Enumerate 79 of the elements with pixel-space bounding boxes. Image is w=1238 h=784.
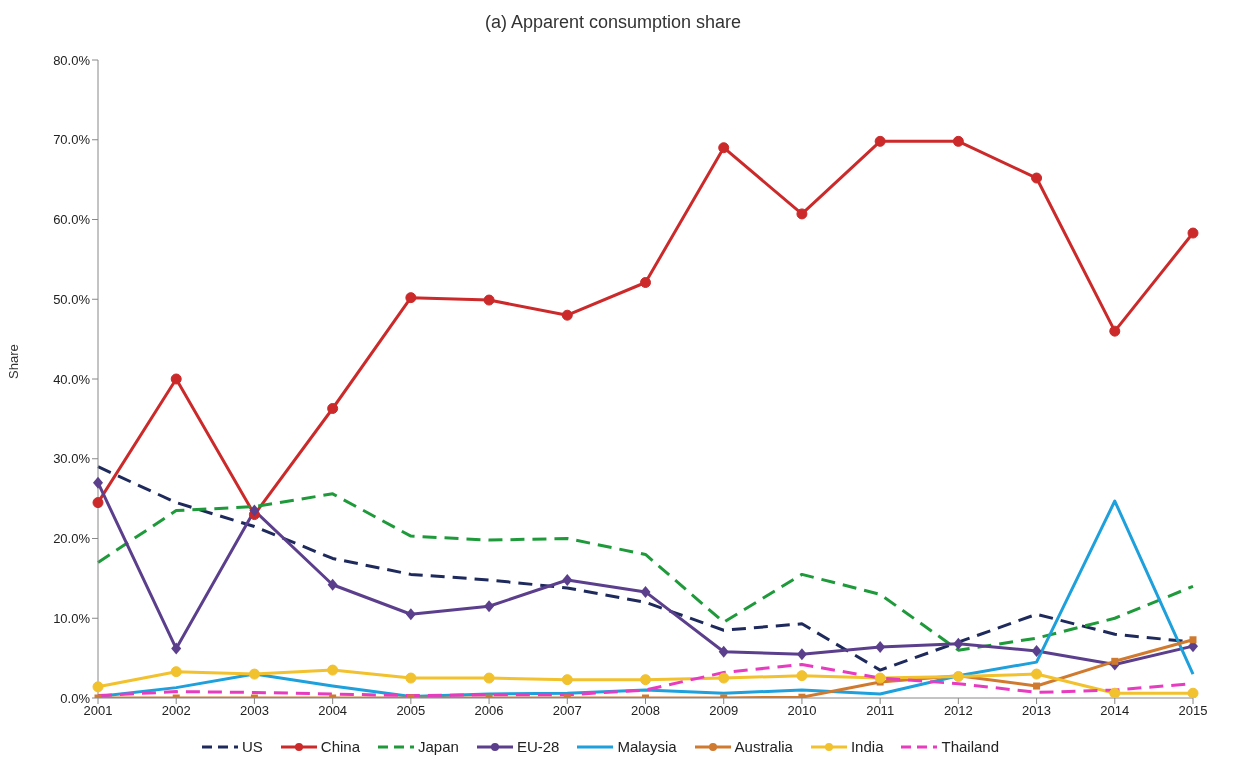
point — [718, 672, 730, 684]
legend-label: Australia — [734, 738, 793, 755]
legend-label: EU-28 — [516, 738, 560, 755]
y-tick-label: 50.0% — [53, 291, 91, 307]
chart-title: (a) Apparent consumption share — [483, 12, 743, 34]
x-tick-label: 2012 — [943, 703, 973, 719]
y-tick-label: 60.0% — [53, 212, 91, 228]
point — [327, 578, 338, 591]
legend-label: Thailand — [941, 738, 1000, 755]
point — [1187, 227, 1199, 239]
point — [170, 373, 182, 385]
point — [93, 476, 103, 489]
point — [718, 645, 729, 658]
y-tick-label: 30.0% — [53, 451, 91, 467]
x-tick-label: 2009 — [709, 703, 739, 719]
point — [718, 142, 730, 154]
x-tick-label: 2004 — [318, 703, 348, 719]
y-tick-label: 10.0% — [53, 610, 91, 626]
y-tick-label: 40.0% — [53, 371, 91, 387]
point — [1187, 687, 1199, 698]
x-tick-label: 2013 — [1022, 703, 1052, 719]
line-series — [96, 492, 1195, 652]
point — [952, 135, 964, 147]
point — [1031, 172, 1043, 184]
x-tick-label: 2010 — [787, 703, 817, 719]
point — [640, 674, 651, 686]
legend-label: India — [850, 738, 884, 755]
x-tick-label: 2008 — [631, 703, 660, 719]
legend-label: Japan — [418, 738, 459, 755]
point — [640, 585, 651, 598]
x-tick-label: 2006 — [474, 703, 504, 719]
point — [1109, 325, 1121, 337]
point — [796, 670, 808, 682]
y-tick-label: 20.0% — [53, 531, 91, 547]
point — [92, 681, 104, 693]
x-tick-label: 2002 — [161, 703, 191, 719]
point — [874, 135, 886, 147]
point — [953, 637, 964, 650]
legend-label: Malaysia — [617, 738, 677, 755]
point — [561, 309, 573, 321]
point — [92, 497, 104, 509]
point — [405, 292, 417, 304]
point — [874, 672, 886, 684]
y-axis-title: Share — [5, 344, 21, 379]
y-tick-label: 0.0% — [60, 690, 91, 706]
point — [170, 666, 182, 678]
x-tick-label: 2003 — [239, 703, 269, 719]
point — [1111, 657, 1119, 665]
point — [483, 294, 495, 306]
point — [327, 664, 339, 676]
point — [640, 277, 651, 288]
legend-label: China — [320, 738, 360, 755]
point — [1189, 636, 1197, 644]
point — [405, 672, 417, 684]
point — [405, 608, 416, 621]
y-tick-label: 70.0% — [53, 132, 91, 148]
point — [171, 642, 182, 655]
point — [1033, 682, 1041, 690]
point — [796, 208, 808, 220]
point — [561, 674, 573, 686]
point — [483, 672, 495, 684]
y-tick-label: 80.0% — [53, 52, 91, 68]
legend-label: US — [241, 738, 263, 755]
x-tick-label: 2007 — [552, 703, 582, 719]
point — [327, 403, 339, 415]
point — [562, 573, 573, 586]
x-tick-label: 2001 — [83, 703, 113, 719]
point — [1109, 687, 1121, 698]
x-tick-label: 2011 — [866, 703, 895, 719]
point — [249, 504, 260, 517]
point — [1031, 644, 1042, 657]
x-tick-label: 2014 — [1100, 703, 1130, 719]
point — [875, 640, 886, 653]
point — [1031, 668, 1043, 680]
point — [484, 600, 495, 613]
point — [796, 648, 807, 661]
x-tick-label: 2005 — [396, 703, 426, 719]
point — [248, 668, 260, 680]
x-tick-label: 2015 — [1178, 703, 1208, 719]
